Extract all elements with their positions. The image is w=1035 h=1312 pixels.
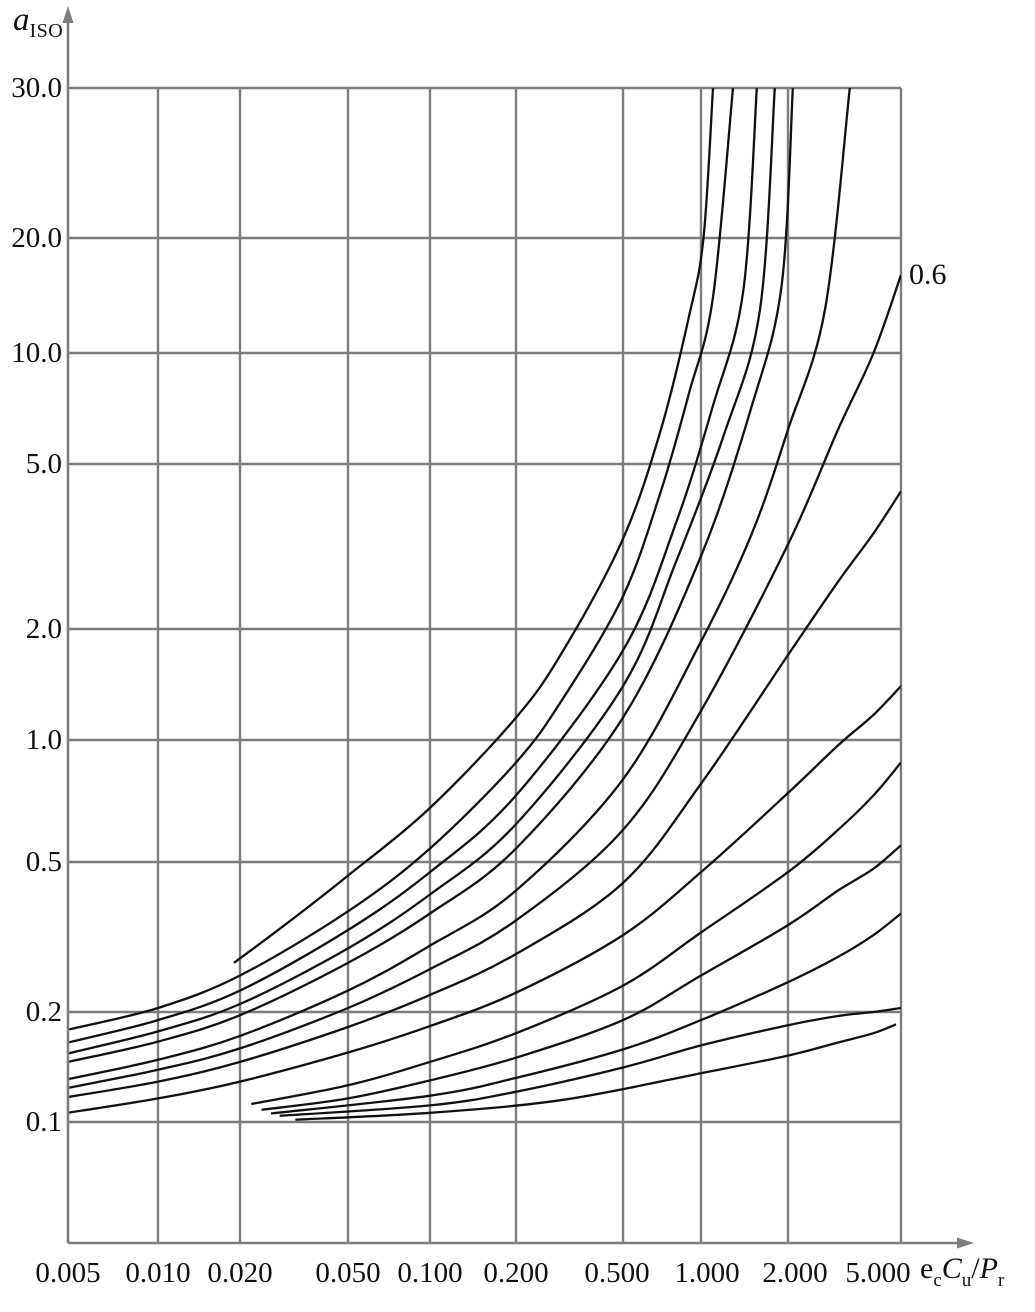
curve-3	[68, 88, 758, 1044]
curve-12	[270, 912, 901, 1115]
x-tick-label: 0.005	[35, 1257, 101, 1289]
y-axis-title-symbol: a	[13, 2, 30, 38]
y-tick-label: 20.0	[11, 222, 62, 254]
x-tick-label: 0.200	[483, 1257, 549, 1289]
curve-11	[261, 844, 901, 1111]
curve-13	[279, 1006, 901, 1117]
x-tick-label: 5.000	[845, 1257, 911, 1289]
x-tick-label: 0.050	[315, 1257, 381, 1289]
curve-family	[68, 88, 901, 1121]
x-axis-title-part: c	[933, 1270, 942, 1291]
curve-2	[68, 88, 735, 1031]
x-tick-label: 0.010	[125, 1257, 191, 1289]
x-axis-arrow-icon	[957, 1237, 974, 1249]
x-axis-title-part: P	[979, 1252, 998, 1285]
curve-14	[295, 1023, 897, 1121]
curve-4	[68, 88, 776, 1055]
y-tick-label: 5.0	[25, 448, 62, 480]
y-axis-arrow-icon	[62, 6, 74, 23]
x-axis-title-part: r	[997, 1270, 1005, 1291]
x-tick-label: 2.000	[762, 1257, 828, 1289]
y-tick-label: 1.0	[25, 724, 62, 756]
curve-6	[68, 88, 851, 1081]
x-axis-title: ecCu/Pr	[920, 1252, 1004, 1292]
x-tick-label: 0.100	[397, 1257, 463, 1289]
y-tick-label: 30.0	[11, 72, 62, 104]
x-tick-label: 1.000	[674, 1257, 740, 1289]
gridlines	[68, 86, 903, 1243]
curve-7	[68, 274, 901, 1089]
y-tick-label: 10.0	[11, 337, 62, 369]
x-tick-label: 0.500	[584, 1257, 650, 1289]
y-tick-label: 2.0	[25, 613, 62, 645]
x-axis-title-part: /	[971, 1252, 980, 1285]
y-tick-label: 0.2	[25, 996, 62, 1028]
y-tick-label: 0.1	[25, 1106, 62, 1138]
x-axis-title-part: C	[941, 1252, 962, 1285]
curve-1	[233, 88, 715, 964]
curve-9	[68, 685, 901, 1114]
y-axis-title-subscript: ISO	[29, 20, 64, 42]
curve-8	[68, 490, 901, 1099]
x-tick-label: 0.020	[207, 1257, 273, 1289]
axes	[62, 6, 974, 1249]
x-axis-title-part: u	[961, 1270, 972, 1291]
x-axis-title-part: e	[920, 1252, 934, 1285]
y-axis-title: aISO	[13, 2, 63, 43]
y-tick-label: 0.5	[25, 846, 62, 878]
curve-10	[251, 761, 901, 1106]
curve-label-0-6: 0.6	[909, 258, 947, 292]
curve-5	[68, 88, 794, 1064]
